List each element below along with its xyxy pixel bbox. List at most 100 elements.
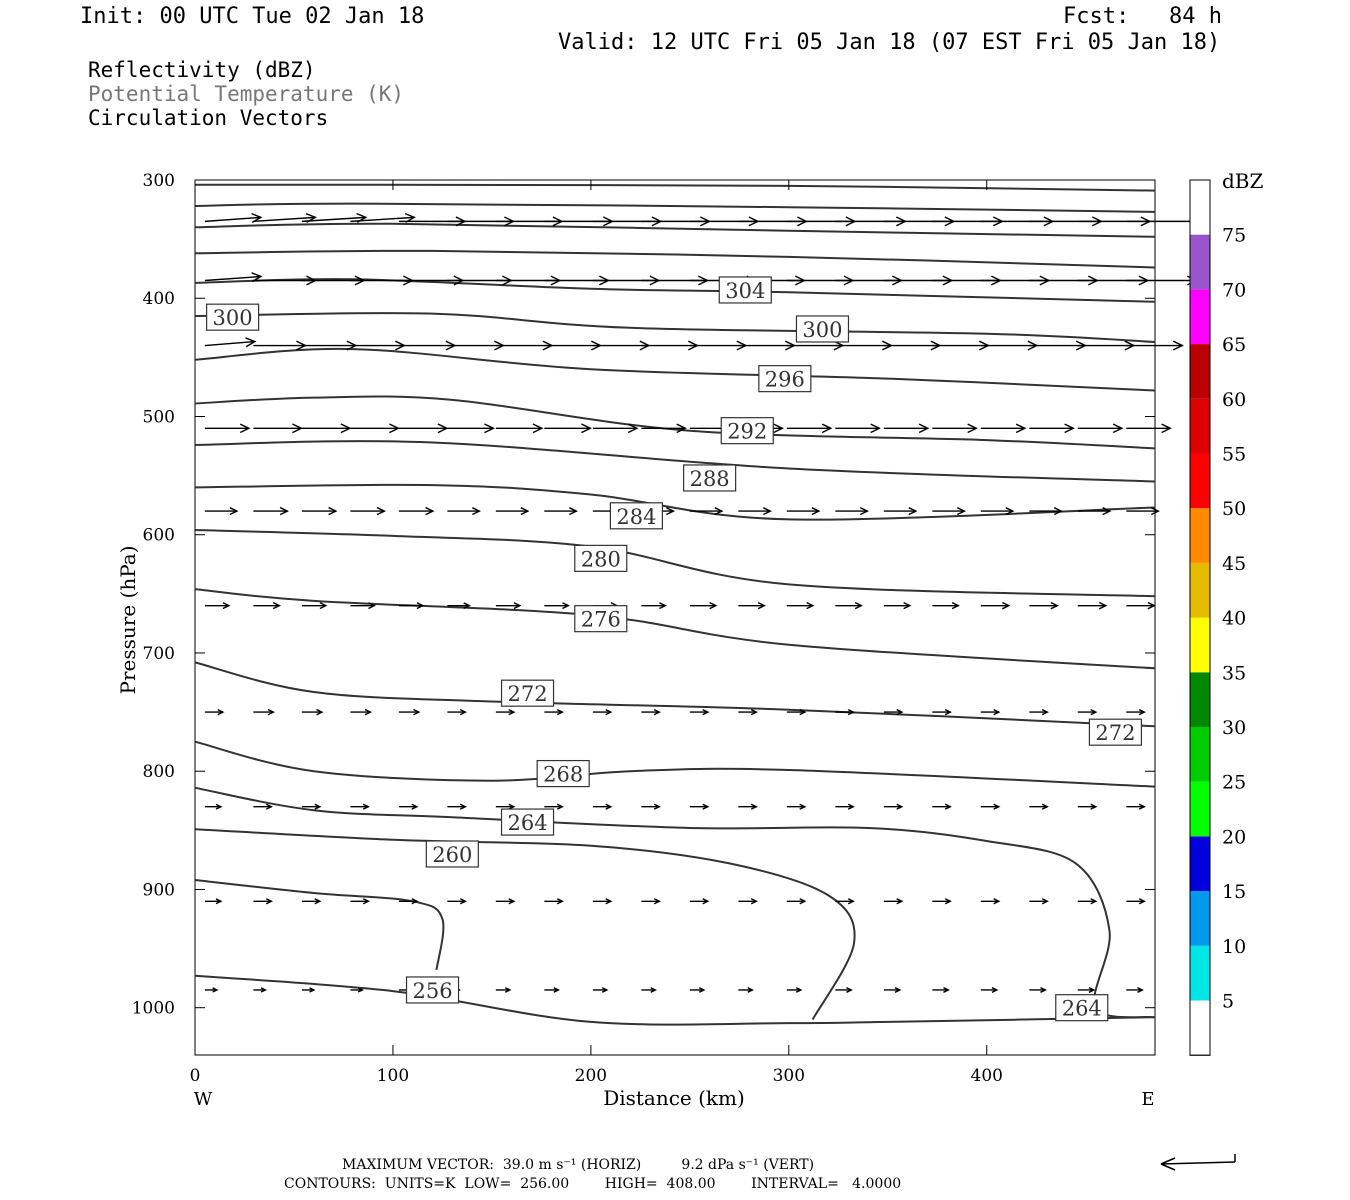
vector-head bbox=[698, 987, 706, 993]
circulation-vector bbox=[641, 898, 661, 905]
contour-label-box bbox=[574, 605, 628, 633]
circulation-vector bbox=[883, 507, 918, 516]
contour-label-text: 296 bbox=[765, 368, 805, 392]
vector-head bbox=[569, 507, 578, 516]
vector-head bbox=[659, 602, 667, 610]
circulation-vector bbox=[447, 803, 467, 810]
circulation-vector bbox=[592, 423, 639, 434]
circulation-vector bbox=[1077, 340, 1136, 351]
colorbar-label: 45 bbox=[1222, 553, 1246, 575]
contour-label-box bbox=[609, 502, 664, 530]
circulation-vector bbox=[641, 340, 699, 351]
vector-head bbox=[265, 898, 274, 905]
isentrope-contours bbox=[194, 183, 1156, 1026]
vector-head bbox=[714, 507, 724, 516]
circulation-vector bbox=[786, 708, 807, 716]
contour-label-text: 304 bbox=[725, 279, 765, 303]
vector-head bbox=[319, 602, 328, 610]
isentrope-line bbox=[194, 395, 1156, 450]
isentrope-line bbox=[194, 202, 1156, 213]
vector-head bbox=[821, 423, 833, 434]
colorbar-label: 25 bbox=[1222, 772, 1246, 794]
vector-head bbox=[993, 803, 1001, 810]
circulation-vector bbox=[301, 987, 316, 993]
vector-head bbox=[459, 898, 467, 905]
field-reflectivity: Reflectivity (dBZ) bbox=[88, 58, 316, 82]
vector-head bbox=[404, 212, 416, 223]
circulation-vector bbox=[495, 803, 516, 810]
vector-head bbox=[416, 602, 425, 610]
colorbar-label: 5 bbox=[1222, 991, 1234, 1013]
vector-head bbox=[676, 423, 687, 434]
x-tick-label: 300 bbox=[773, 1066, 805, 1086]
vector-head bbox=[463, 602, 471, 610]
circulation-vector bbox=[592, 340, 651, 351]
circulation-vector bbox=[301, 602, 328, 610]
x-tick-label: 200 bbox=[575, 1066, 607, 1086]
vector-head bbox=[484, 423, 495, 434]
vector-head bbox=[763, 507, 772, 516]
circulation-vector bbox=[204, 987, 219, 993]
circulation-vector bbox=[980, 507, 1015, 516]
vector-head bbox=[908, 507, 918, 516]
circulation-vector bbox=[544, 708, 564, 716]
circulation-vector bbox=[350, 423, 400, 434]
vector-head bbox=[896, 803, 904, 810]
circulation-vector bbox=[204, 423, 251, 434]
vector-head bbox=[1005, 507, 1015, 516]
vector-head bbox=[245, 337, 257, 348]
vector-head bbox=[944, 803, 952, 810]
circulation-vector bbox=[495, 507, 530, 516]
y-tick-label: 500 bbox=[143, 407, 175, 427]
vector-head bbox=[702, 898, 710, 905]
y-tick-label: 600 bbox=[143, 526, 175, 546]
vector-head bbox=[650, 987, 657, 993]
circulation-vector bbox=[738, 602, 766, 610]
circulation-vector bbox=[1077, 986, 1096, 993]
vector-head bbox=[513, 602, 522, 610]
isentrope-line bbox=[194, 828, 856, 1020]
vector-head bbox=[1138, 708, 1146, 716]
contour-label-box bbox=[758, 365, 812, 393]
circulation-vector bbox=[350, 506, 386, 516]
vector-head bbox=[1041, 898, 1049, 905]
vector-head bbox=[556, 803, 564, 810]
circulation-vector bbox=[1077, 423, 1124, 434]
contour-label-text: 300 bbox=[802, 318, 842, 342]
circulation-vector bbox=[301, 803, 322, 810]
contour-label-box bbox=[720, 417, 774, 445]
circulation-vector bbox=[1126, 898, 1146, 905]
contour-labels: 304 300 300 296 292 288 284 280 276 272 272 268 264 2… bbox=[206, 276, 1143, 1022]
circulation-vector bbox=[1077, 898, 1098, 905]
contour-label-box bbox=[500, 808, 555, 836]
colorbar-label: 75 bbox=[1222, 225, 1246, 247]
circulation-vector bbox=[980, 708, 1001, 716]
circulation-vector bbox=[689, 507, 724, 516]
colorbar-label: 40 bbox=[1222, 608, 1246, 630]
circulation-vector bbox=[544, 898, 564, 905]
circulation-vector bbox=[1126, 986, 1144, 993]
isentrope-line bbox=[194, 183, 1156, 192]
colorbar-title: dBZ bbox=[1222, 169, 1264, 193]
contour-label: 272 bbox=[1088, 718, 1143, 746]
circulation-vector bbox=[447, 602, 471, 610]
circulation-vector bbox=[495, 423, 544, 434]
colorbar-swatch bbox=[1190, 617, 1210, 673]
circulation-vector bbox=[689, 340, 748, 351]
circulation-vector bbox=[883, 986, 902, 993]
vector-head bbox=[702, 708, 710, 716]
vector-head bbox=[943, 986, 950, 993]
circulation-vector bbox=[641, 423, 687, 434]
circulation-vector bbox=[253, 602, 282, 610]
vector-head bbox=[757, 602, 766, 610]
contour-label-box bbox=[206, 303, 260, 331]
circulation-vector bbox=[495, 708, 516, 716]
vector-head bbox=[1041, 708, 1049, 716]
circulation-vector bbox=[495, 898, 516, 905]
contour-label-box bbox=[1055, 994, 1109, 1022]
vector-head bbox=[357, 987, 364, 993]
colorbar-swatch bbox=[1190, 945, 1210, 1001]
contour-label-text: 288 bbox=[690, 467, 730, 491]
circulation-vector bbox=[641, 708, 661, 716]
